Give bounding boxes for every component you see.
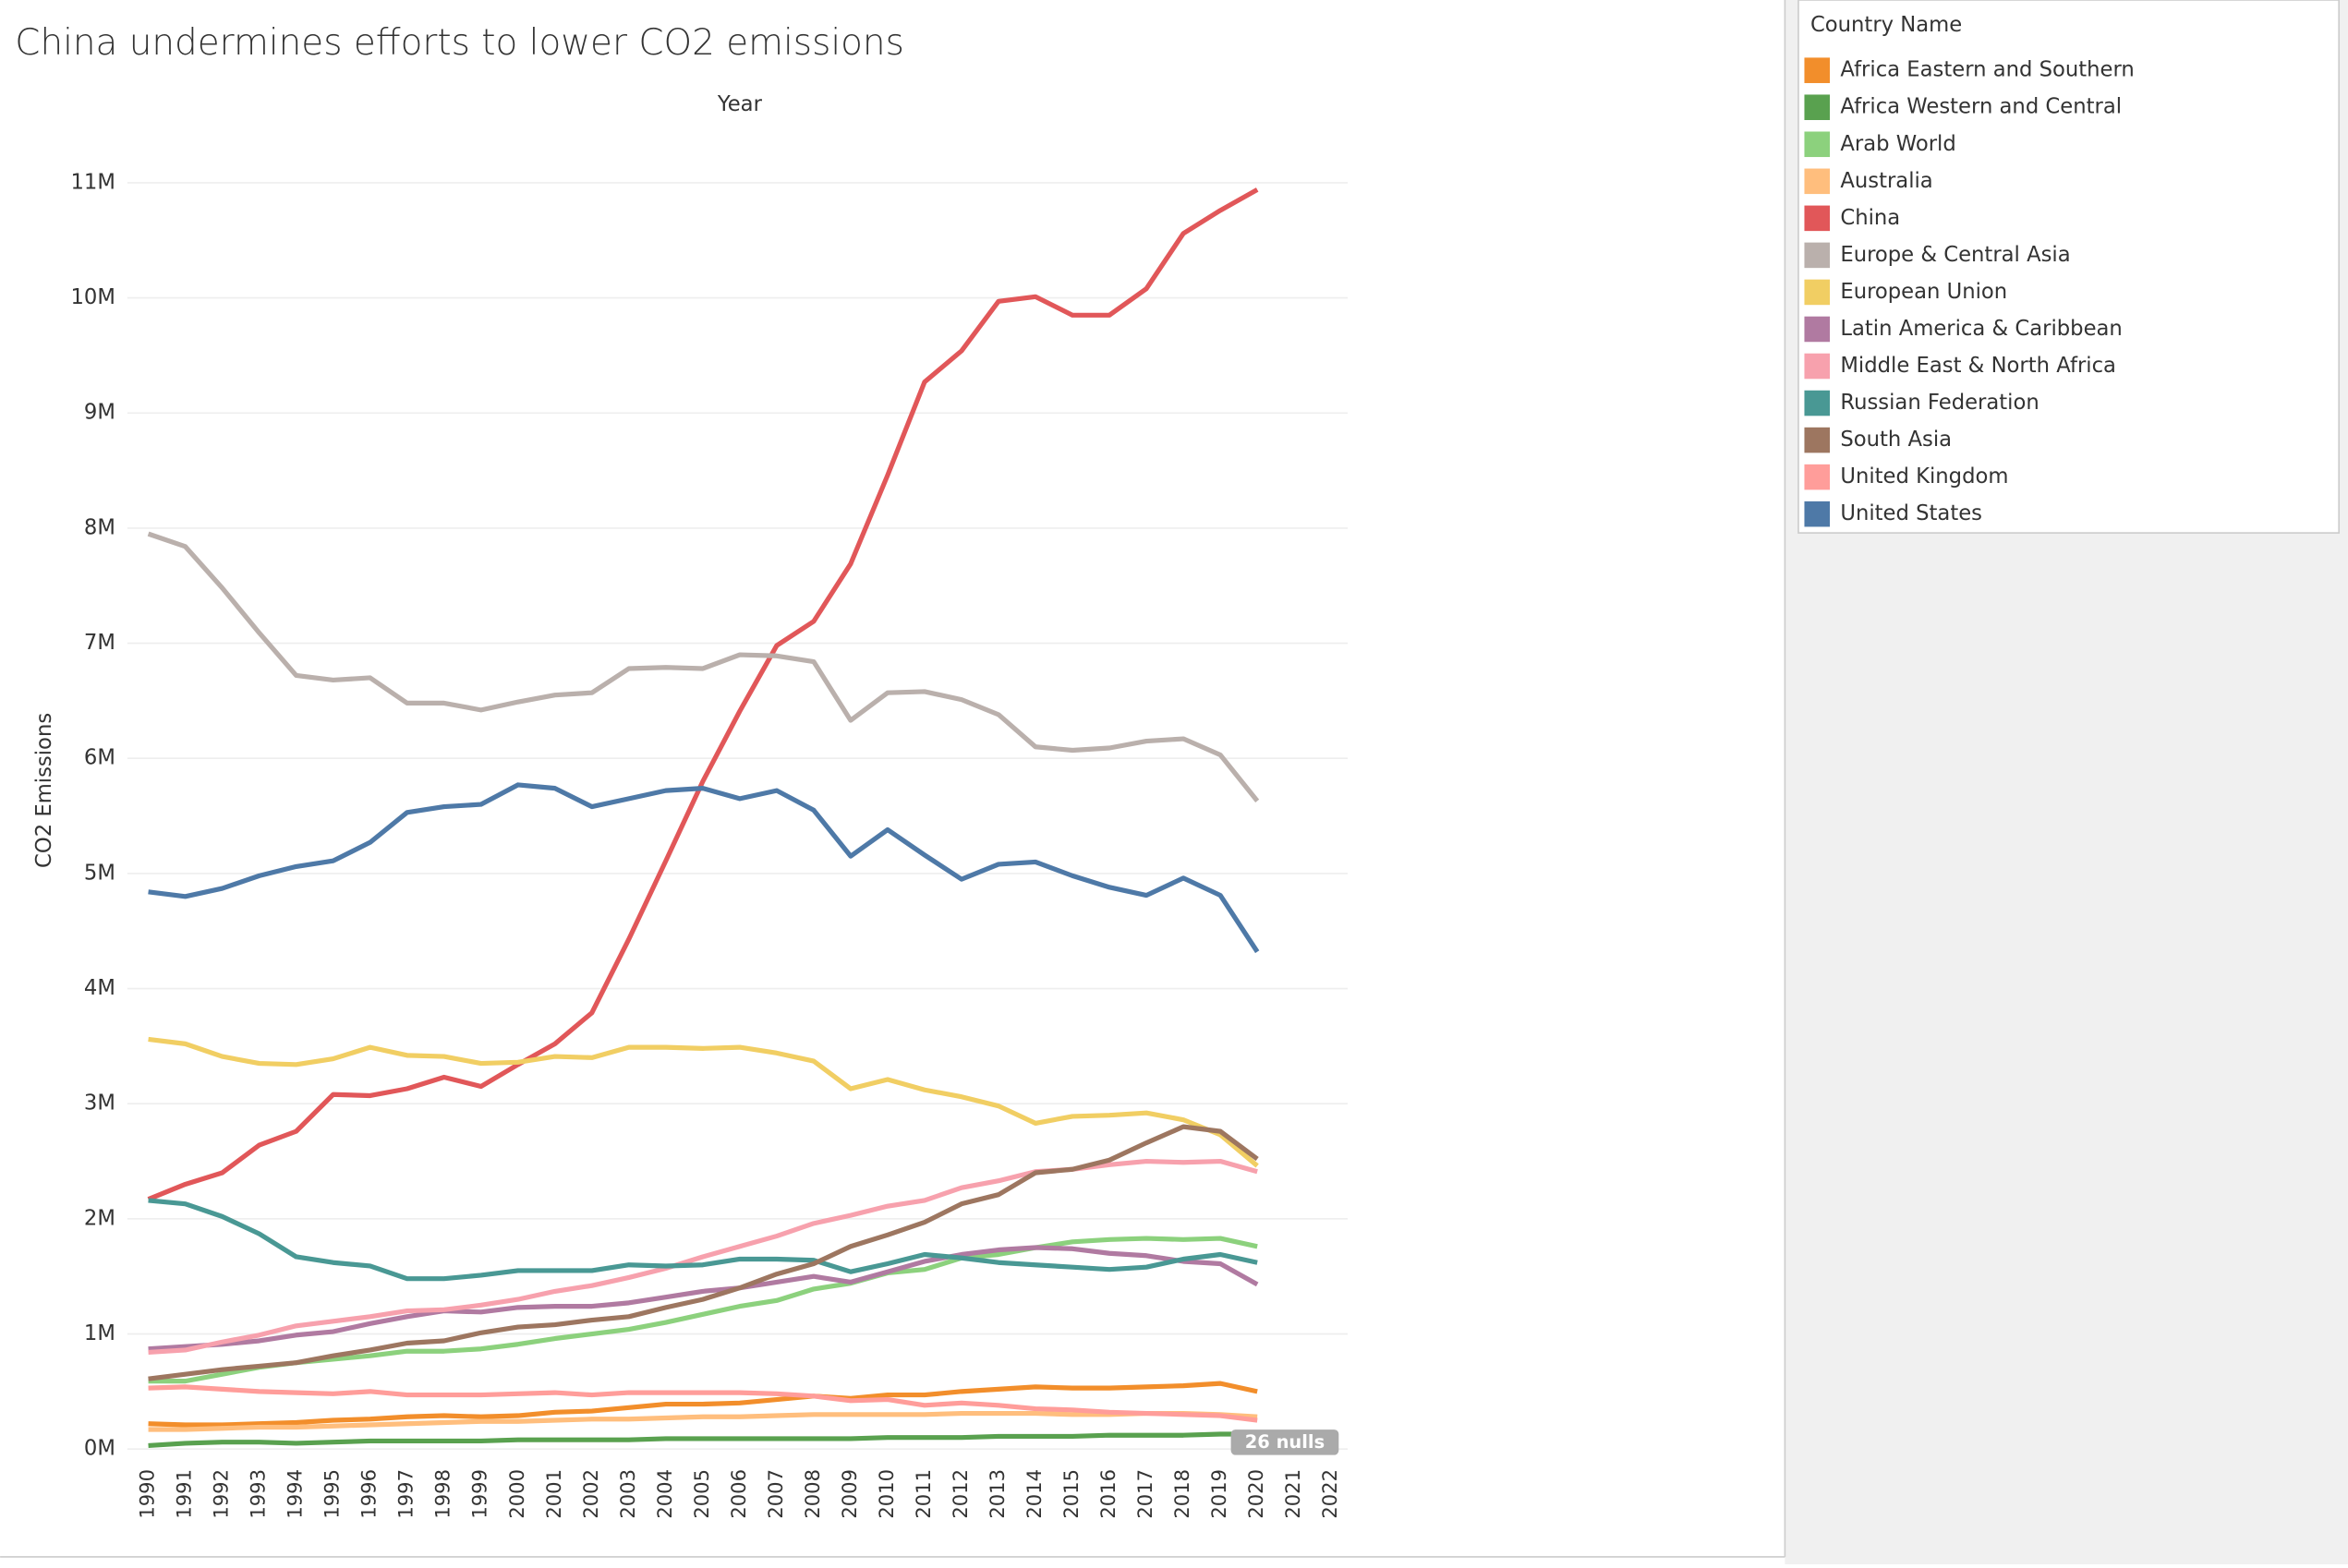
- legend-swatch: [1804, 390, 1831, 416]
- x-tick-label: 2010: [875, 1469, 898, 1519]
- y-tick-label: 8M: [84, 515, 115, 539]
- x-tick-label: 1992: [210, 1469, 233, 1519]
- series-line: [148, 782, 1260, 954]
- x-tick-label: 2006: [727, 1469, 750, 1519]
- x-tick-label: 2012: [949, 1469, 972, 1519]
- legend-swatch: [1804, 242, 1831, 269]
- legend-label: Africa Western and Central: [1840, 95, 2122, 119]
- series-line: [147, 531, 1260, 802]
- legend-swatch: [1804, 131, 1831, 158]
- y-tick-label: 1M: [84, 1321, 115, 1345]
- x-axis-title: Year: [717, 92, 763, 116]
- x-tick-label: 2007: [764, 1469, 787, 1519]
- series-line: [147, 187, 1259, 1202]
- legend-label: Latin America & Caribbean: [1840, 317, 2122, 341]
- legend-swatch: [1804, 316, 1831, 343]
- series-line: [148, 1158, 1258, 1356]
- series-line: [148, 1410, 1258, 1432]
- x-tick-label: 2004: [653, 1469, 676, 1519]
- legend-box: [1797, 0, 2340, 534]
- legend-swatch: [1804, 205, 1831, 232]
- y-axis-title: CO2 Emissions: [32, 713, 56, 868]
- series-line: [148, 1245, 1259, 1352]
- y-tick-label: 11M: [70, 170, 115, 194]
- x-tick-label: 2002: [579, 1469, 602, 1519]
- null-indicator: 26 nulls: [1245, 1431, 1325, 1453]
- x-tick-label: 2021: [1281, 1469, 1304, 1519]
- x-tick-label: 2011: [912, 1469, 935, 1519]
- series-line: [148, 1236, 1258, 1384]
- legend-swatch: [1804, 168, 1831, 195]
- legend-label: Middle East & North Africa: [1840, 354, 2116, 378]
- x-tick-label: 2020: [1244, 1469, 1267, 1519]
- chart-title: China undermines efforts to lower CO2 em…: [15, 22, 904, 64]
- legend-swatch: [1804, 501, 1831, 527]
- y-tick-label: 4M: [84, 976, 115, 1000]
- legend-label: United States: [1840, 501, 1982, 525]
- series-line: [148, 1384, 1258, 1423]
- x-tick-label: 2003: [616, 1469, 639, 1519]
- series-line: [148, 1124, 1259, 1381]
- x-tick-label: 1993: [247, 1469, 270, 1519]
- series-line: [148, 1036, 1259, 1168]
- y-tick-label: 9M: [84, 401, 115, 425]
- legend-label: Australia: [1840, 169, 1932, 193]
- legend-label: European Union: [1840, 280, 2007, 304]
- legend-label: China: [1840, 206, 1900, 230]
- y-tick-label: 2M: [84, 1206, 115, 1230]
- x-tick-label: 2000: [505, 1469, 528, 1519]
- legend-label: South Asia: [1840, 428, 1952, 452]
- x-tick-label: 1991: [173, 1469, 196, 1519]
- x-tick-label: 2016: [1096, 1469, 1120, 1519]
- legend-swatch: [1804, 353, 1831, 380]
- y-tick-label: 3M: [84, 1092, 115, 1116]
- x-tick-label: 2017: [1133, 1469, 1156, 1519]
- x-tick-label: 2001: [542, 1469, 565, 1519]
- x-tick-label: 1998: [431, 1469, 454, 1519]
- y-tick-label: 5M: [84, 861, 115, 885]
- legend-swatch: [1804, 427, 1831, 453]
- null-badge: [1230, 1429, 1339, 1455]
- series-line: [148, 1431, 1258, 1449]
- y-tick-label: 6M: [84, 746, 115, 770]
- legend-swatch: [1804, 57, 1831, 83]
- legend-title: Country Name: [1810, 13, 1962, 37]
- x-tick-label: 2018: [1170, 1469, 1193, 1519]
- x-tick-label: 2022: [1318, 1469, 1341, 1519]
- y-tick-label: 7M: [84, 631, 115, 655]
- x-tick-label: 1999: [468, 1469, 491, 1519]
- legend-label: Africa Eastern and Southern: [1840, 58, 2134, 82]
- x-tick-label: 2009: [838, 1469, 861, 1519]
- series-line: [148, 1381, 1258, 1428]
- x-tick-label: 2013: [986, 1469, 1009, 1519]
- x-tick-label: 2015: [1059, 1469, 1083, 1519]
- x-tick-label: 2019: [1207, 1469, 1230, 1519]
- series-line: [148, 1198, 1258, 1282]
- legend-swatch: [1804, 279, 1831, 306]
- legend-label: Europe & Central Asia: [1840, 243, 2070, 267]
- x-tick-label: 1995: [321, 1469, 344, 1519]
- legend-label: Russian Federation: [1840, 391, 2039, 415]
- legend-swatch: [1804, 94, 1831, 121]
- legend-label: Arab World: [1840, 132, 1955, 156]
- x-tick-label: 2008: [801, 1469, 824, 1519]
- legend-label: United Kingdom: [1840, 464, 2008, 488]
- y-tick-label: 0M: [84, 1437, 115, 1461]
- y-tick-label: 10M: [70, 285, 115, 309]
- x-tick-label: 1997: [394, 1469, 418, 1519]
- legend-swatch: [1804, 464, 1831, 490]
- x-tick-label: 2014: [1023, 1469, 1046, 1519]
- x-tick-label: 2005: [690, 1469, 713, 1519]
- x-tick-label: 1990: [136, 1469, 159, 1519]
- x-tick-label: 1994: [284, 1469, 307, 1519]
- x-tick-label: 1996: [357, 1469, 381, 1519]
